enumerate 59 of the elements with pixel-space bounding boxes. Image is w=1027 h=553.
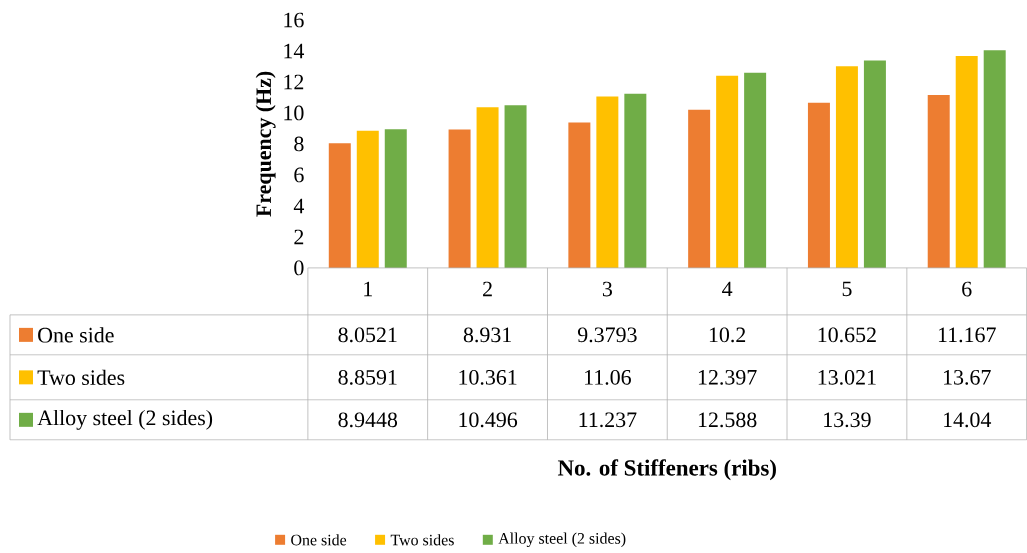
- y-tick-label: 12: [284, 74, 304, 90]
- x-tick-label: 3: [602, 281, 612, 297]
- y-tick-label: 14: [284, 43, 305, 59]
- bar: [927, 94, 950, 269]
- data-label: 13.021: [818, 370, 876, 385]
- bar: [624, 93, 647, 269]
- y-tick-label: 16: [284, 12, 304, 28]
- x-tick-label: 4: [722, 281, 733, 297]
- x-tick-label: 6: [962, 281, 972, 297]
- legend-label: One side: [38, 327, 114, 343]
- text: One side: [291, 534, 347, 546]
- bar: [476, 107, 499, 269]
- text: No. of Stiffeners (ribs): [557, 459, 776, 481]
- data-label: 8.0521: [338, 327, 397, 343]
- bar: [744, 72, 767, 269]
- bar: [596, 96, 619, 269]
- y-tick-label: 10: [284, 105, 304, 121]
- data-label: 8.8591: [338, 370, 397, 385]
- bar: [384, 129, 407, 269]
- bar: [955, 56, 978, 269]
- bar: [835, 66, 858, 269]
- x-tick-label: 1: [364, 281, 372, 297]
- data-label: 13.39: [824, 412, 871, 428]
- y-tick-label: 0: [294, 260, 304, 276]
- bar: [504, 105, 527, 269]
- bar: [863, 60, 886, 269]
- x-tick-label: 5: [842, 281, 852, 297]
- bar: [356, 130, 379, 269]
- legend-label: Two sides: [37, 369, 125, 386]
- bar: [807, 102, 830, 269]
- data-label: 12.397: [698, 370, 757, 385]
- data-label: 8.9448: [338, 412, 398, 428]
- text: Alloy steel (2 sides): [498, 532, 626, 548]
- data-label: 14.04: [944, 412, 992, 428]
- y-tick-label: 8: [294, 136, 304, 152]
- data-label: 10.652: [818, 327, 876, 343]
- y-axis-title: Frequency (Hz): [255, 71, 276, 217]
- x-tick-label: 2: [483, 281, 492, 297]
- bar: [688, 109, 711, 269]
- data-label: 12.588: [698, 412, 757, 428]
- bar: [328, 143, 351, 269]
- data-label: 11.167: [938, 327, 996, 343]
- data-label: 10.496: [459, 412, 518, 428]
- bar: [448, 129, 471, 269]
- bar: [568, 122, 591, 269]
- legend-label: Alloy steel (2 sides): [37, 409, 213, 430]
- y-tick-label: 6: [294, 167, 304, 183]
- bar: [983, 50, 1006, 269]
- y-tick-label: 2: [294, 229, 304, 245]
- data-label: 9.3793: [577, 327, 637, 343]
- y-tick-label: 4: [293, 198, 305, 214]
- data-label: 13.67: [944, 370, 991, 385]
- data-label: 10.361: [459, 370, 517, 385]
- data-label: 10.2: [709, 327, 746, 343]
- bar: [716, 75, 739, 269]
- text: Two sides: [390, 534, 454, 546]
- data-label: 8.931: [463, 327, 511, 343]
- data-label: 11.06: [585, 370, 631, 385]
- data-label: 11.237: [579, 412, 637, 428]
